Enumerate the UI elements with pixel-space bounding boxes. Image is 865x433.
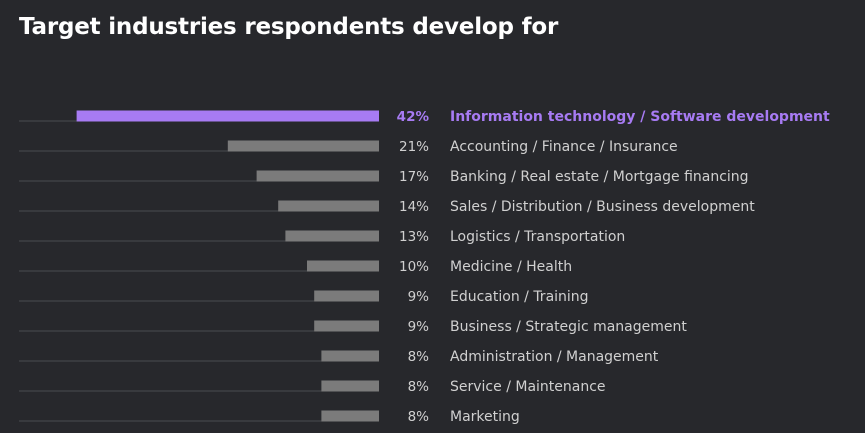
bar-row: 21% Accounting / Finance / Insurance (19, 139, 678, 155)
bar-row: 17% Banking / Real estate / Mortgage fina… (19, 169, 749, 185)
bar (285, 230, 379, 242)
value-label: 9% (408, 289, 430, 305)
category-label: Banking / Real estate / Mortgage financi… (450, 169, 749, 185)
bar-row: 42% Information technology / Software dev… (19, 109, 830, 125)
value-label: 8% (408, 409, 430, 425)
category-label: Accounting / Finance / Insurance (450, 139, 678, 155)
bar-row: 14% Sales / Distribution / Business devel… (19, 199, 755, 215)
bar (256, 170, 379, 182)
bar (307, 260, 379, 272)
category-label: Business / Strategic management (450, 319, 687, 335)
bar-row: 9% Business / Strategic management (19, 319, 687, 335)
category-label: Service / Maintenance (450, 379, 606, 395)
bar-row: 9% Education / Training (19, 289, 589, 305)
category-label: Information technology / Software develo… (450, 109, 830, 125)
value-label: 17% (399, 169, 429, 185)
bar (278, 200, 379, 212)
value-label: 14% (399, 199, 429, 215)
value-label: 13% (399, 229, 429, 245)
bar-row: 8% Marketing (19, 409, 520, 425)
category-label: Logistics / Transportation (450, 229, 625, 245)
bar (314, 290, 379, 302)
value-label: 8% (408, 349, 430, 365)
bar (321, 410, 379, 422)
bar (227, 140, 379, 152)
value-label: 21% (399, 139, 429, 155)
bar (314, 320, 379, 332)
bar-row: 8% Service / Maintenance (19, 379, 606, 395)
category-label: Marketing (450, 409, 520, 425)
category-label: Administration / Management (450, 349, 659, 365)
category-label: Education / Training (450, 289, 589, 305)
bar (76, 110, 379, 122)
value-label: 9% (408, 319, 430, 335)
category-label: Medicine / Health (450, 259, 572, 275)
value-label: 8% (408, 379, 430, 395)
bar (321, 380, 379, 392)
bar-row: 13% Logistics / Transportation (19, 229, 625, 245)
bar-row: 10% Medicine / Health (19, 259, 572, 275)
value-label: 42% (397, 109, 430, 125)
value-label: 10% (399, 259, 429, 275)
bar-row: 8% Administration / Management (19, 349, 659, 365)
bar (321, 350, 379, 362)
category-label: Sales / Distribution / Business developm… (450, 199, 755, 215)
chart-title: Target industries respondents develop fo… (19, 14, 559, 40)
